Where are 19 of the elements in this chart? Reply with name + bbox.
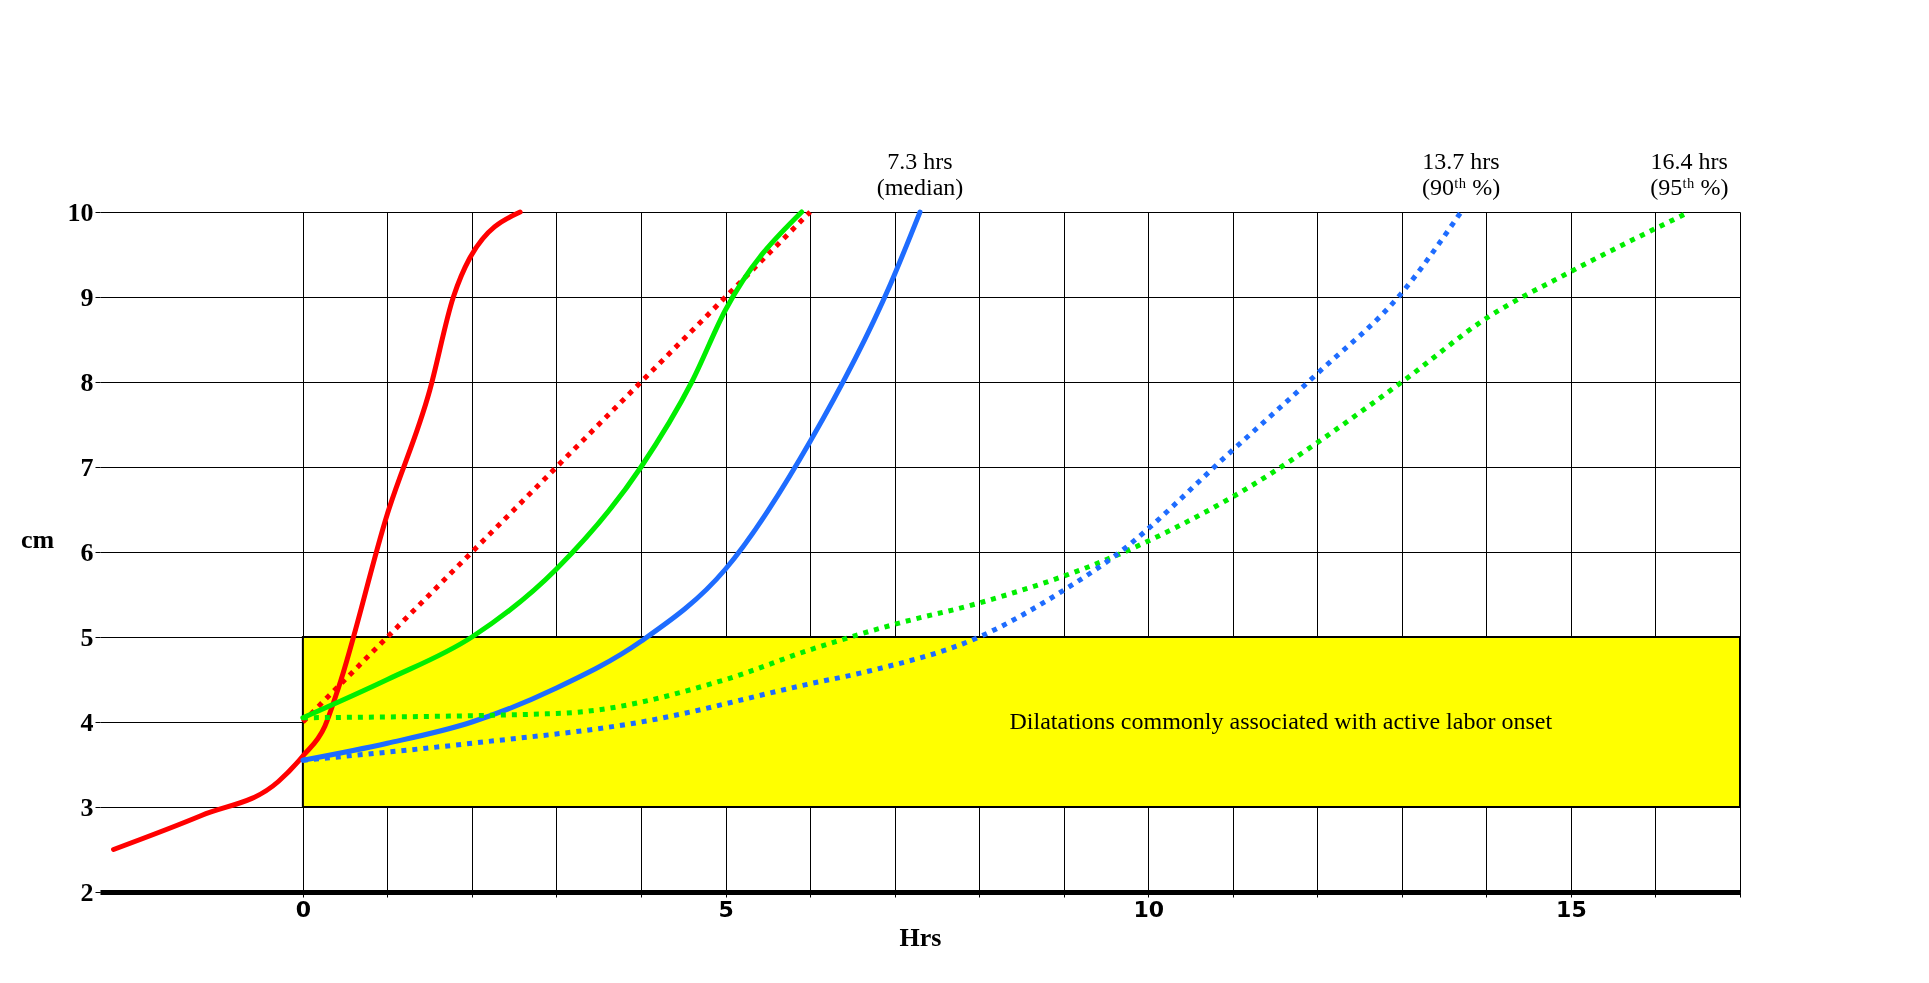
y-axis-title: cm	[20, 524, 55, 554]
x-tick-label: 0	[295, 896, 312, 922]
y-tick-label: 5	[80, 622, 94, 652]
annotation: 7.3 hrs (median)	[876, 148, 964, 200]
x-tick-label: 10	[1133, 896, 1165, 922]
y-tick-label: 4	[80, 707, 94, 737]
y-tick-label: 2	[80, 877, 94, 907]
x-tick-label: 5	[718, 896, 734, 922]
y-tick-label: 6	[80, 537, 94, 567]
y-tick-label: 9	[80, 282, 94, 312]
y-tick-label: 7	[80, 452, 94, 482]
annotation: 13.7 hrs (90ᵗʰ %)	[1421, 148, 1501, 200]
y-tick-label: 10	[67, 197, 94, 227]
y-tick-label: 3	[80, 792, 94, 822]
annotation: 16.4 hrs (95ᵗʰ %)	[1650, 148, 1729, 200]
x-axis-title: Hrs	[899, 922, 942, 952]
y-tick-label: 8	[80, 367, 94, 397]
x-tick-label: 15	[1556, 896, 1587, 922]
band-label: Dilatations commonly associated with active labor onset	[1009, 708, 1553, 734]
